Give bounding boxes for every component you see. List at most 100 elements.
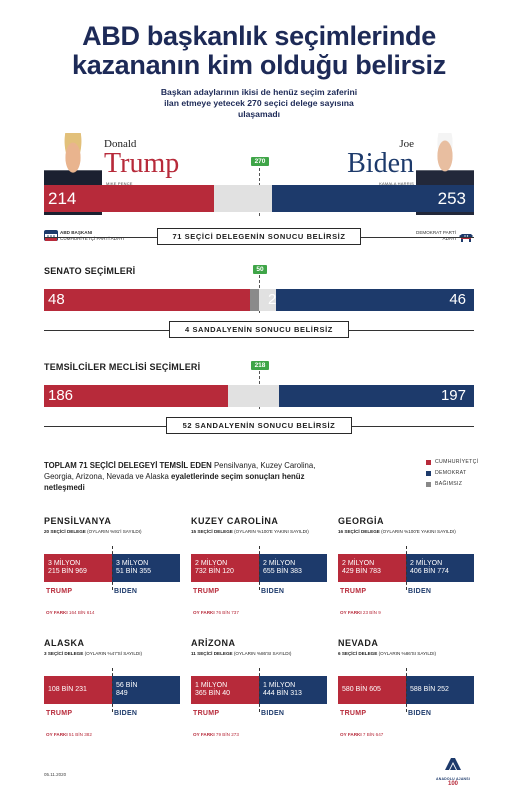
- senate-rep-value: 48: [48, 291, 65, 308]
- house-threshold-badge: 218: [251, 361, 269, 370]
- state-center-line: [406, 668, 407, 712]
- state-name: KUZEY CAROLİNA: [191, 516, 279, 526]
- legend-item-ind: BAĞIMSIZ: [426, 481, 506, 487]
- state-biden-label: BIDEN: [114, 710, 138, 717]
- state-block: ALASKA 3 SEÇİCİ DELEGE (OYLARIN %47'Sİ S…: [44, 638, 180, 748]
- legend: CUMHURİYETÇİ DEMOKRAT BAĞIMSIZ: [426, 459, 506, 487]
- president-uncertain-box: 71 SEÇİCİ DELEGENİN SONUCU BELİRSİZ: [157, 228, 361, 245]
- democrat-donkey-icon: [458, 230, 474, 242]
- state-biden-box: 56 BİN 849: [112, 676, 180, 704]
- state-delegates: 15 SEÇİCİ DELEGE (OYLARIN %100'E YAKINI …: [191, 529, 309, 534]
- state-biden-box: 588 BİN 252: [406, 676, 474, 704]
- senate-threshold-badge: 50: [253, 265, 267, 274]
- state-trump-votes: 3 MİLYON 215 BİN 969: [48, 560, 87, 575]
- senate-uncertain-box: 4 SANDALYENİN SONUCU BELİRSİZ: [169, 321, 349, 338]
- state-center-line: [259, 668, 260, 712]
- state-trump-label: TRUMP: [193, 710, 220, 717]
- state-vote-difference: OY FARKI 23 BİN 9: [340, 610, 381, 615]
- state-delegates: 11 SEÇİCİ DELEGE (OYLARIN %86'SI SAYILDI…: [191, 651, 292, 656]
- state-trump-label: TRUMP: [340, 588, 367, 595]
- state-name: ALASKA: [44, 638, 85, 648]
- state-trump-box: 2 MİLYON 429 BİN 783: [338, 554, 406, 582]
- state-trump-box: 1 MİLYON 365 BİN 40: [191, 676, 259, 704]
- state-biden-box: 2 MİLYON 655 BİN 383: [259, 554, 327, 582]
- house-dem-value: 197: [440, 387, 466, 404]
- state-biden-label: BIDEN: [261, 710, 285, 717]
- state-block: ARİZONA 11 SEÇİCİ DELEGE (OYLARIN %86'SI…: [191, 638, 327, 748]
- state-name: PENSİLVANYA: [44, 516, 112, 526]
- page-title: ABD başkanlık seçimlerinde kazananın kim…: [72, 21, 446, 80]
- state-biden-votes: 588 BİN 252: [410, 686, 449, 693]
- trump-party-label: ABD BAŞKANI CUMHURİYETÇİ PARTİ ADAYI: [60, 230, 125, 241]
- state-trump-votes: 1 MİLYON 365 BİN 40: [195, 682, 231, 697]
- legend-item-dem: DEMOKRAT: [426, 470, 506, 476]
- state-block: KUZEY CAROLİNA 15 SEÇİCİ DELEGE (OYLARIN…: [191, 516, 327, 626]
- state-trump-box: 580 BİN 605: [338, 676, 406, 704]
- state-center-line: [259, 546, 260, 590]
- trump-name: Donald Trump MIKE PENCE: [104, 138, 180, 186]
- house-rep-value: 186: [48, 387, 74, 404]
- state-delegates: 3 SEÇİCİ DELEGE (OYLARIN %47'Sİ SAYILDI): [44, 651, 143, 656]
- subtitle: Başkan adaylarının ikisi de henüz seçim …: [160, 87, 358, 119]
- president-trump-bar: [44, 185, 215, 212]
- president-biden-value: 253: [437, 189, 466, 208]
- state-block: NEVADA 6 SEÇİCİ DELEGE (OYLARIN %86'SI S…: [338, 638, 474, 748]
- senate-dem-bar: [276, 289, 474, 311]
- state-delegates: 6 SEÇİCİ DELEGE (OYLARIN %86'SI SAYILDI): [338, 651, 437, 656]
- state-center-line: [112, 546, 113, 590]
- president-trump-value: 214: [48, 189, 77, 208]
- legend-swatch-dem: [426, 470, 431, 476]
- state-biden-votes: 56 BİN 849: [116, 682, 138, 697]
- states-intro: TOPLAM 71 SEÇİCİ DELEGEYİ TEMSİL EDEN Pe…: [44, 461, 316, 492]
- state-vote-difference: OY FARKI 51 BİN 382: [46, 732, 92, 737]
- state-vote-difference: OY FARKI 7 BİN 647: [340, 732, 384, 737]
- state-center-line: [112, 668, 113, 712]
- state-trump-votes: 108 BİN 231: [48, 686, 87, 693]
- state-biden-votes: 3 MİLYON 51 BİN 355: [116, 560, 152, 575]
- state-trump-box: 108 BİN 231: [44, 676, 112, 704]
- legend-item-rep: CUMHURİYETÇİ: [426, 459, 506, 465]
- state-biden-box: 3 MİLYON 51 BİN 355: [112, 554, 180, 582]
- state-biden-label: BIDEN: [408, 710, 432, 717]
- state-trump-box: 2 MİLYON 732 BİN 120: [191, 554, 259, 582]
- state-trump-label: TRUMP: [46, 710, 73, 717]
- state-delegates: 20 SEÇİCİ DELEGE (OYLARIN %91'İ SAYILDI): [44, 529, 142, 534]
- state-biden-label: BIDEN: [408, 588, 432, 595]
- anadolu-logo-text: ANADOLU AJANSI: [436, 777, 470, 781]
- republican-elephant-icon: [44, 230, 58, 241]
- anadolu-logo-icon: [445, 758, 461, 770]
- biden-name: Joe Biden KAMALA HARRIS: [347, 138, 414, 186]
- house-rep-bar: [44, 385, 228, 407]
- state-name: ARİZONA: [191, 638, 236, 648]
- senate-dem-value: 46: [449, 291, 466, 308]
- state-trump-label: TRUMP: [46, 588, 73, 595]
- state-delegates: 16 SEÇİCİ DELEGE (OYLARIN %100'E YAKINI …: [338, 529, 456, 534]
- house-uncertain-box: 52 SANDALYENİN SONUCU BELİRSİZ: [166, 417, 352, 434]
- footer-date: 05.11.2020: [44, 772, 67, 777]
- state-trump-votes: 2 MİLYON 732 BİN 120: [195, 560, 234, 575]
- state-block: GEORGİA 16 SEÇİCİ DELEGE (OYLARIN %100'E…: [338, 516, 474, 626]
- state-name: NEVADA: [338, 638, 379, 648]
- state-biden-box: 2 MİLYON 406 BİN 774: [406, 554, 474, 582]
- state-trump-box: 3 MİLYON 215 BİN 969: [44, 554, 112, 582]
- state-vote-difference: OY FARKI 76 BİN 737: [193, 610, 239, 615]
- president-threshold-badge: 270: [251, 157, 269, 166]
- biden-party-label: DEMOKRAT PARTİ ADAYI: [416, 230, 456, 241]
- house-label: TEMSİLCİLER MECLİSİ SEÇİMLERİ: [44, 362, 201, 372]
- state-trump-label: TRUMP: [340, 710, 367, 717]
- anadolu-100-badge: 100: [447, 781, 458, 787]
- state-biden-label: BIDEN: [261, 588, 285, 595]
- anadolu-agency-logo: ANADOLU AJANSI 100: [428, 757, 478, 791]
- state-vote-difference: OY FARKI 164 BİN 614: [46, 610, 95, 615]
- state-trump-votes: 2 MİLYON 429 BİN 783: [342, 560, 381, 575]
- senate-label: SENATO SEÇİMLERİ: [44, 266, 136, 276]
- state-block: PENSİLVANYA 20 SEÇİCİ DELEGE (OYLARIN %9…: [44, 516, 180, 626]
- state-name: GEORGİA: [338, 516, 385, 526]
- senate-ind-bar: [250, 289, 259, 311]
- state-trump-label: TRUMP: [193, 588, 220, 595]
- state-vote-difference: OY FARKI 79 BİN 273: [193, 732, 239, 737]
- state-center-line: [406, 546, 407, 590]
- state-biden-votes: 1 MİLYON 444 BİN 313: [263, 682, 302, 697]
- president-biden-bar: [272, 185, 474, 212]
- house-dem-bar: [279, 385, 474, 407]
